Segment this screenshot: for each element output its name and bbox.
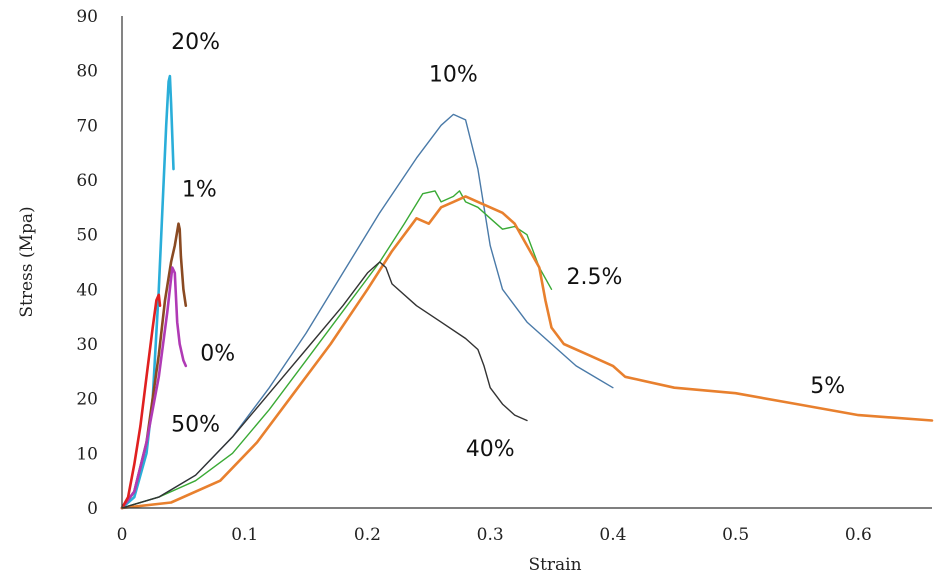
series-line-40pct bbox=[121, 261, 528, 509]
series-label-0pct: 0% bbox=[200, 341, 235, 366]
series-label-1pct: 1% bbox=[182, 177, 217, 202]
series-line-50pct bbox=[120, 293, 162, 510]
series-labels: 20% 1% 0% 50% 10% 2.5% 5% 40% bbox=[171, 30, 845, 462]
series-line-20pct bbox=[120, 74, 175, 510]
y-tick-label: 10 bbox=[76, 444, 98, 464]
y-tick-label: 30 bbox=[76, 335, 98, 355]
axes bbox=[121, 16, 932, 509]
y-tick-label: 70 bbox=[76, 116, 98, 136]
plot-area bbox=[120, 74, 934, 510]
series-label-2-5pct: 2.5% bbox=[567, 265, 623, 290]
series-label-50pct: 50% bbox=[171, 412, 220, 437]
x-tick-label: 0.4 bbox=[599, 525, 626, 545]
x-axis-title: Strain bbox=[528, 555, 581, 575]
y-tick-label: 50 bbox=[76, 226, 98, 246]
series-line-10pct bbox=[121, 113, 614, 509]
series-label-20pct: 20% bbox=[171, 30, 220, 55]
x-tick-label: 0.3 bbox=[477, 525, 504, 545]
x-tick-label: 0.2 bbox=[354, 525, 381, 545]
series-line-5pct bbox=[120, 195, 934, 510]
x-tick-label: 0 bbox=[117, 525, 128, 545]
series-line-2-5pct bbox=[121, 190, 553, 509]
y-tick-label: 60 bbox=[76, 171, 98, 191]
y-tick-label: 80 bbox=[76, 62, 98, 82]
y-tick-label: 0 bbox=[87, 499, 98, 519]
y-tick-label: 90 bbox=[76, 7, 98, 27]
x-tick-label: 0.6 bbox=[845, 525, 872, 545]
y-tick-label: 40 bbox=[76, 280, 98, 300]
tick-labels: 0 0.1 0.2 0.3 0.4 0.5 0.6 0 10 20 30 40 50 60 70 80 90 bbox=[76, 7, 872, 545]
y-axis-title: Stress (Mpa) bbox=[17, 206, 37, 317]
series-label-5pct: 5% bbox=[810, 374, 845, 399]
series-label-10pct: 10% bbox=[429, 63, 478, 88]
x-tick-label: 0.5 bbox=[722, 525, 749, 545]
series-line-0pct bbox=[120, 266, 188, 510]
y-tick-label: 20 bbox=[76, 390, 98, 410]
x-tick-label: 0.1 bbox=[231, 525, 258, 545]
series-label-40pct: 40% bbox=[466, 437, 515, 462]
